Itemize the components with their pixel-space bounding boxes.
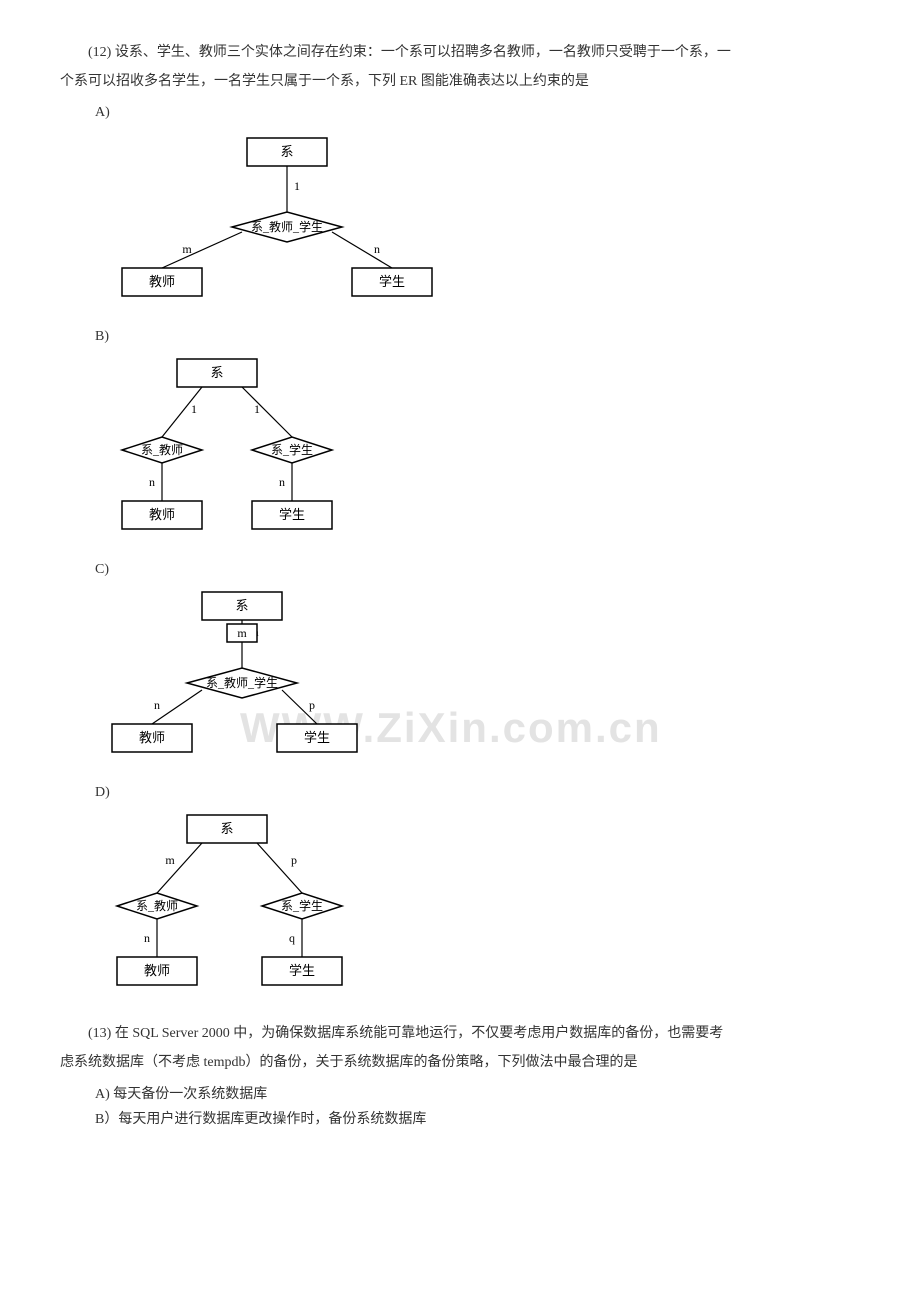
diagram-b-rel-right-label: 系_学生	[271, 442, 313, 457]
q12-option-b-label: B)	[95, 324, 860, 349]
diagram-d-edge-br: q	[289, 931, 295, 945]
q12-diagram-b: 系 1 1 系_教师 系_学生 n n 教师 学生	[102, 355, 860, 545]
diagram-d-rel-right-label: 系_学生	[281, 898, 323, 913]
diagram-d-dept-label: 系	[220, 821, 233, 836]
diagram-c-student-label: 学生	[304, 730, 330, 745]
diagram-c-dept-label: 系	[235, 598, 248, 613]
diagram-b-edge-tr: 1	[254, 402, 260, 416]
diagram-a-dept-label: 系	[280, 144, 293, 159]
diagram-d-teacher-label: 教师	[144, 963, 170, 978]
q12-diagram-c: 系 m m 系_教师_学生 n p 教师 学生	[102, 588, 860, 768]
diagram-c-edge-left: n	[154, 698, 160, 712]
diagram-b-edge-bl: n	[149, 475, 155, 489]
q13-text-line2: 虑系统数据库（不考虑 tempdb）的备份，关于系统数据库的备份策略，下列做法中…	[60, 1050, 860, 1075]
q13-option-b: B）每天用户进行数据库更改操作时，备份系统数据库	[95, 1107, 860, 1132]
diagram-d-rel-left-label: 系_教师	[136, 898, 178, 913]
diagram-a-student-label: 学生	[379, 274, 405, 289]
diagram-a-edge-right: n	[374, 241, 380, 255]
q12-option-d-label: D)	[95, 780, 860, 805]
diagram-a-rel-label: 系_教师_学生	[251, 218, 323, 233]
diagram-d-student-label: 学生	[289, 963, 315, 978]
diagram-c-m-box: m	[237, 626, 247, 640]
diagram-a-edge-top: 1	[294, 178, 300, 192]
diagram-d-edge-tl: m	[165, 853, 175, 867]
q12-option-a-label: A)	[95, 100, 860, 125]
q13-option-a: A) 每天备份一次系统数据库	[95, 1082, 860, 1107]
diagram-b-student-label: 学生	[279, 507, 305, 522]
diagram-b-edge-br: n	[279, 475, 285, 489]
q12-diagram-d: 系 m p 系_教师 系_学生 n q 教师 学生	[102, 811, 860, 1001]
q12-option-c-label: C)	[95, 557, 860, 582]
diagram-b-teacher-label: 教师	[149, 507, 175, 522]
q13-text-line1: (13) 在 SQL Server 2000 中，为确保数据库系统能可靠地运行，…	[60, 1021, 860, 1046]
diagram-c-teacher-label: 教师	[139, 730, 165, 745]
diagram-c-rel-label: 系_教师_学生	[206, 675, 278, 690]
diagram-d-edge-tr: p	[291, 853, 297, 867]
diagram-b-dept-label: 系	[210, 365, 223, 380]
q12-text-line1: (12) 设系、学生、教师三个实体之间存在约束：一个系可以招聘多名教师，一名教师…	[60, 40, 860, 65]
diagram-c-edge-right: p	[309, 698, 315, 712]
q12-diagram-a: 系 1 系_教师_学生 m n 教师 学生	[102, 132, 860, 312]
diagram-a-teacher-label: 教师	[149, 274, 175, 289]
diagram-b-rel-left-label: 系_教师	[141, 442, 183, 457]
diagram-a-edge-left: m	[182, 241, 192, 255]
diagram-b-edge-tl: 1	[191, 402, 197, 416]
q12-text-line2: 个系可以招收多名学生，一名学生只属于一个系，下列 ER 图能准确表达以上约束的是	[60, 69, 860, 94]
diagram-d-edge-bl: n	[144, 931, 150, 945]
